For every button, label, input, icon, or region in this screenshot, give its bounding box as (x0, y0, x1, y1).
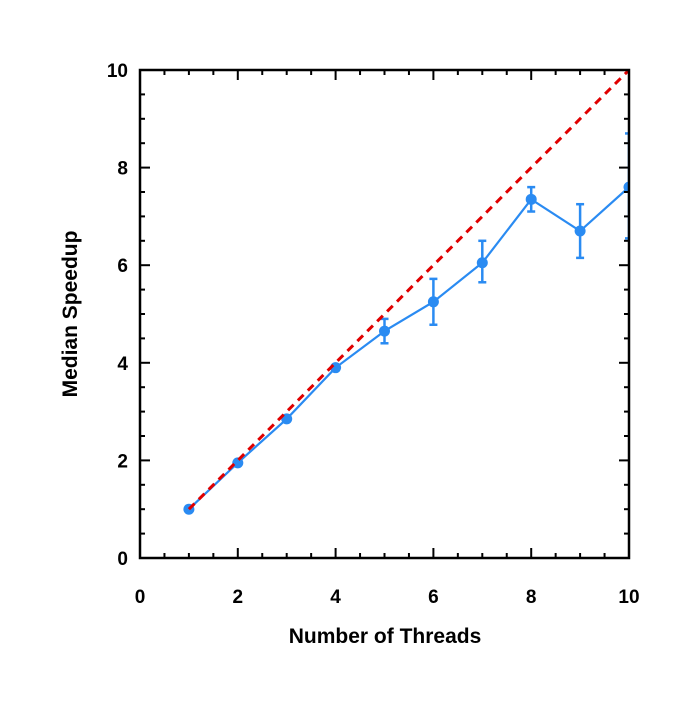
x-axis-title: Number of Threads (289, 625, 482, 648)
data-point (574, 225, 586, 237)
y-tick-label: 0 (117, 549, 128, 570)
x-tick-label: 6 (428, 587, 439, 608)
y-tick-label: 4 (117, 354, 128, 375)
ideal-speedup-line (187, 70, 629, 511)
y-tick-label: 8 (117, 159, 128, 180)
data-point (525, 193, 537, 205)
series-group (183, 70, 629, 515)
data-point (623, 181, 629, 193)
data-point (379, 325, 390, 337)
x-tick-label: 0 (135, 587, 146, 608)
x-tick-label: 10 (618, 587, 639, 608)
y-tick-label: 10 (107, 61, 128, 82)
y-tick-label: 6 (117, 256, 128, 277)
data-point (232, 457, 244, 469)
speedup-line (188, 186, 629, 510)
y-tick-label: 2 (117, 451, 128, 472)
data-point (476, 257, 488, 269)
data-point (427, 296, 439, 308)
x-tick-label: 2 (233, 587, 244, 608)
x-tick-label: 8 (526, 587, 537, 608)
x-tick-label: 4 (330, 587, 341, 608)
y-axis-title: Median Speedup (59, 231, 82, 398)
